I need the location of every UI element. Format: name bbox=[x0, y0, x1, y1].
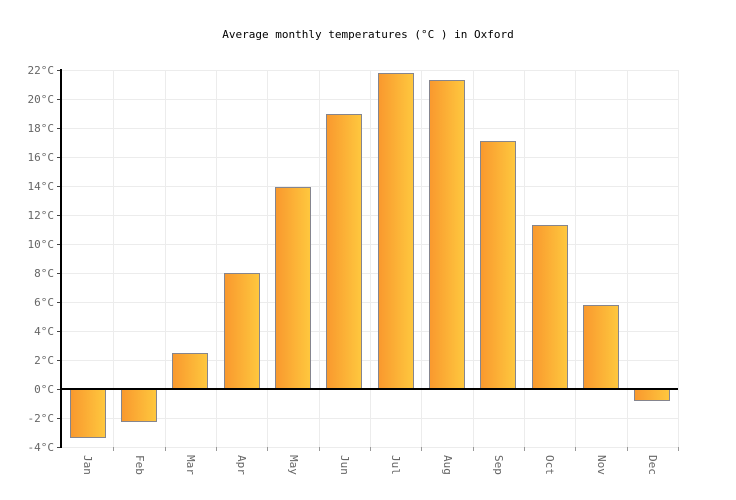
bar-may bbox=[275, 187, 311, 389]
x-axis-tick bbox=[113, 447, 115, 451]
x-gridline bbox=[626, 70, 628, 447]
bar-jun bbox=[326, 113, 363, 389]
y-axis-tick bbox=[57, 447, 61, 448]
x-axis-tick bbox=[575, 447, 577, 451]
y-axis-tick bbox=[57, 128, 61, 129]
x-gridline bbox=[472, 70, 474, 447]
x-axis-label: Sep bbox=[491, 455, 505, 475]
bar-nov bbox=[583, 304, 619, 389]
y-axis-tick bbox=[57, 331, 61, 332]
x-gridline bbox=[421, 70, 423, 447]
x-gridline bbox=[267, 70, 269, 447]
y-axis-label: 16°C bbox=[27, 150, 55, 164]
y-axis-label: 10°C bbox=[27, 237, 55, 251]
x-axis-tick bbox=[421, 447, 423, 451]
bar-aug bbox=[429, 80, 465, 389]
y-axis-tick bbox=[57, 70, 61, 71]
x-gridline bbox=[678, 70, 679, 447]
y-axis-label: 12°C bbox=[27, 208, 55, 222]
bar-oct bbox=[531, 225, 568, 389]
y-axis-label: 6°C bbox=[34, 295, 54, 309]
y-axis-label: 4°C bbox=[34, 324, 54, 338]
x-axis-tick bbox=[370, 447, 371, 451]
x-axis-label: Nov bbox=[594, 455, 608, 475]
y-axis-label: 18°C bbox=[27, 121, 55, 135]
x-axis-label: Mar bbox=[183, 455, 197, 475]
bar-feb bbox=[121, 389, 157, 423]
x-axis-tick bbox=[216, 447, 217, 451]
y-axis-label: 14°C bbox=[27, 179, 55, 193]
x-axis-label: Aug bbox=[440, 455, 454, 475]
y-axis-label: 22°C bbox=[27, 63, 55, 77]
x-axis-tick bbox=[164, 447, 166, 451]
y-axis-label: 2°C bbox=[34, 353, 54, 367]
x-axis-label: May bbox=[286, 455, 300, 475]
y-axis-tick bbox=[57, 360, 61, 361]
y-axis-label: 20°C bbox=[27, 92, 55, 106]
x-gridline bbox=[575, 70, 577, 447]
x-axis-tick bbox=[524, 447, 525, 451]
y-axis-line bbox=[60, 69, 62, 448]
y-axis-tick bbox=[57, 215, 61, 216]
y-axis-tick bbox=[57, 99, 61, 100]
x-axis-label: Jan bbox=[81, 455, 95, 475]
x-axis-tick bbox=[267, 447, 269, 451]
x-gridline bbox=[524, 70, 525, 447]
x-axis-tick bbox=[318, 447, 320, 451]
x-axis-label: Jul bbox=[389, 455, 403, 475]
x-axis-tick bbox=[678, 447, 679, 451]
x-gridline bbox=[113, 70, 115, 447]
y-axis-tick bbox=[57, 302, 61, 303]
x-gridline bbox=[164, 70, 166, 447]
bar-jan bbox=[69, 389, 106, 439]
x-gridline bbox=[370, 70, 371, 447]
x-axis-tick bbox=[626, 447, 628, 451]
x-axis-label: Feb bbox=[132, 455, 146, 475]
y-axis-label: 0°C bbox=[34, 382, 54, 396]
chart-title: Average monthly temperatures (°C ) in Ox… bbox=[222, 28, 514, 41]
x-axis-label: Dec bbox=[645, 455, 659, 475]
x-axis-zero-line bbox=[62, 388, 678, 390]
y-axis-tick bbox=[57, 418, 61, 419]
bar-sep bbox=[480, 141, 517, 389]
bar-jul bbox=[377, 72, 414, 389]
x-gridline bbox=[216, 70, 217, 447]
x-gridline bbox=[318, 70, 320, 447]
bar-apr bbox=[223, 273, 260, 389]
y-axis-label: -2°C bbox=[27, 411, 55, 425]
x-axis-label: Oct bbox=[543, 455, 557, 475]
y-axis-tick bbox=[57, 157, 61, 158]
x-axis-label: Apr bbox=[235, 455, 249, 475]
bar-dec bbox=[634, 389, 671, 401]
y-axis-tick bbox=[57, 389, 61, 390]
y-axis-tick bbox=[57, 273, 61, 274]
x-axis-tick bbox=[472, 447, 474, 451]
bar-mar bbox=[172, 352, 209, 390]
x-axis-label: Jun bbox=[337, 455, 351, 475]
y-axis-tick bbox=[57, 186, 61, 187]
y-axis-label: -4°C bbox=[27, 440, 55, 454]
y-axis-label: 8°C bbox=[34, 266, 54, 280]
y-axis-tick bbox=[57, 244, 61, 245]
